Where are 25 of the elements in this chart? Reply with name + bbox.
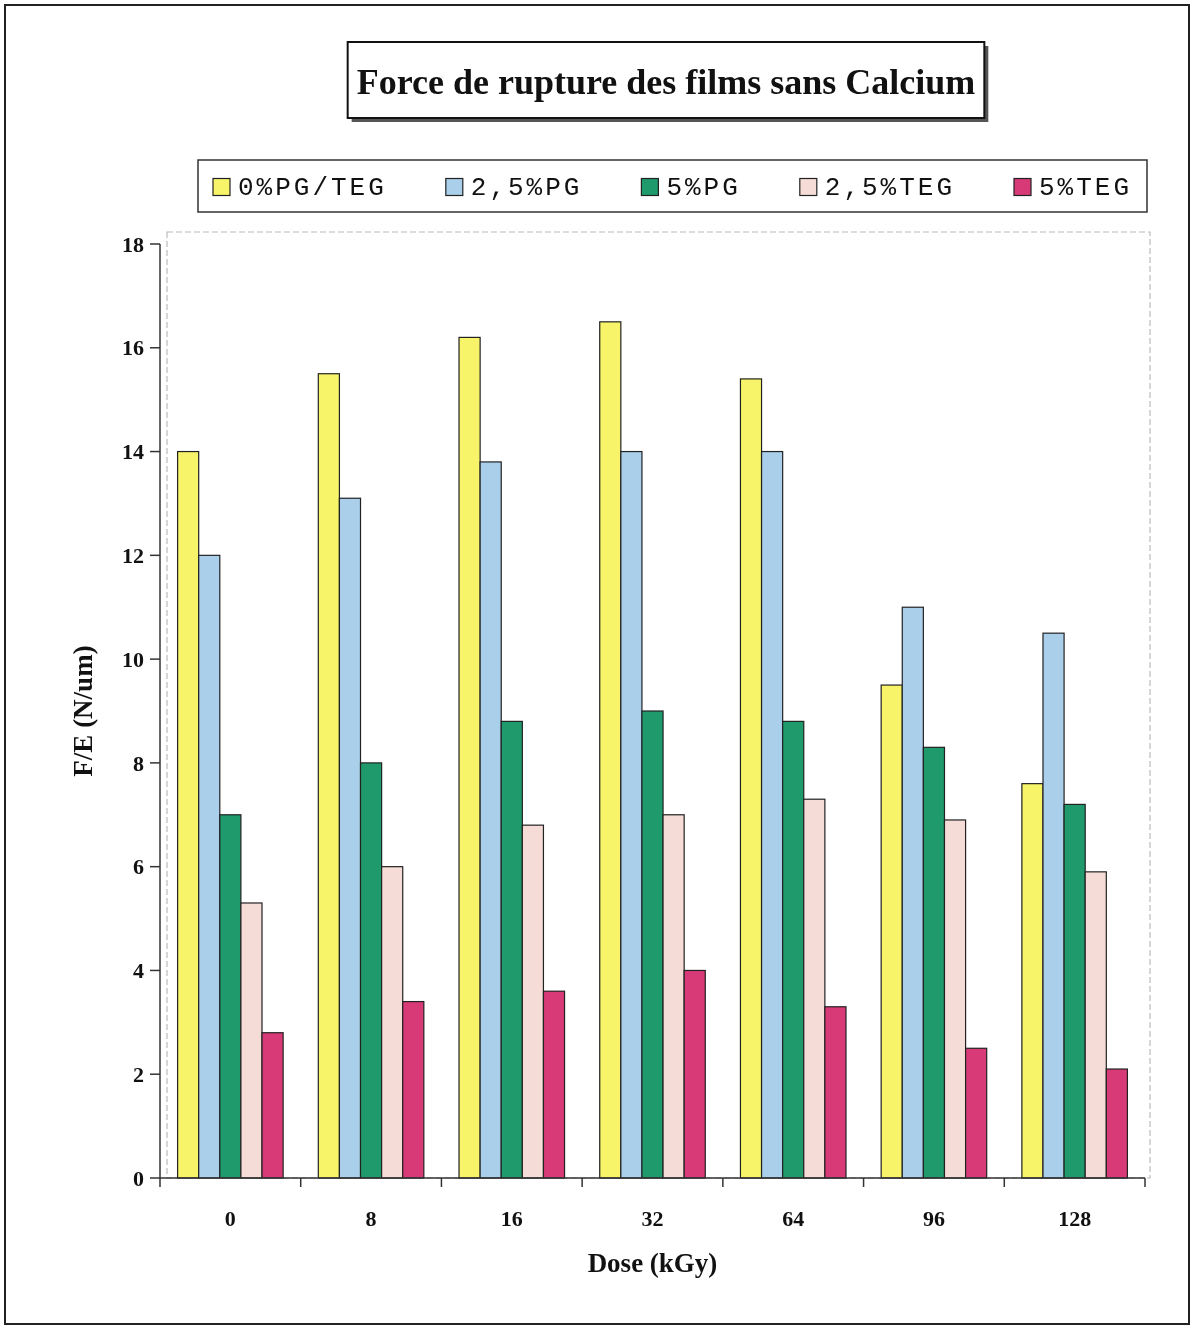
x-tick-label: 32 bbox=[641, 1206, 664, 1231]
legend-label: 2,5%TEG bbox=[824, 173, 956, 203]
y-tick-label: 6 bbox=[133, 854, 144, 880]
x-tick-label: 0 bbox=[224, 1206, 236, 1231]
y-axis-title: F/E (N/um) bbox=[68, 645, 98, 777]
y-tick-label: 0 bbox=[133, 1165, 144, 1191]
x-axis-title: Dose (kGy) bbox=[587, 1248, 718, 1278]
y-tick-label: 18 bbox=[122, 231, 144, 257]
legend-label: 5%PG bbox=[666, 173, 741, 203]
x-tick-label: 96 bbox=[922, 1206, 945, 1231]
x-tick-label: 64 bbox=[782, 1206, 805, 1231]
y-tick-label: 10 bbox=[122, 646, 144, 672]
y-tick-label: 16 bbox=[122, 335, 144, 361]
y-tick-label: 12 bbox=[122, 543, 144, 569]
y-tick-label: 14 bbox=[122, 439, 144, 465]
legend-label: 2,5%PG bbox=[470, 173, 583, 203]
legend-label: 5%TEG bbox=[1039, 173, 1133, 203]
legend-label: 0%PG/TEG bbox=[238, 173, 387, 203]
y-tick-label: 4 bbox=[133, 958, 144, 984]
y-tick-label: 2 bbox=[133, 1061, 144, 1087]
y-tick-label: 8 bbox=[133, 750, 144, 776]
chart-title: Force de rupture des films sans Calcium bbox=[356, 62, 976, 102]
x-tick-label: 16 bbox=[500, 1206, 523, 1231]
x-tick-label: 8 bbox=[365, 1206, 377, 1231]
x-tick-label: 128 bbox=[1058, 1206, 1092, 1231]
